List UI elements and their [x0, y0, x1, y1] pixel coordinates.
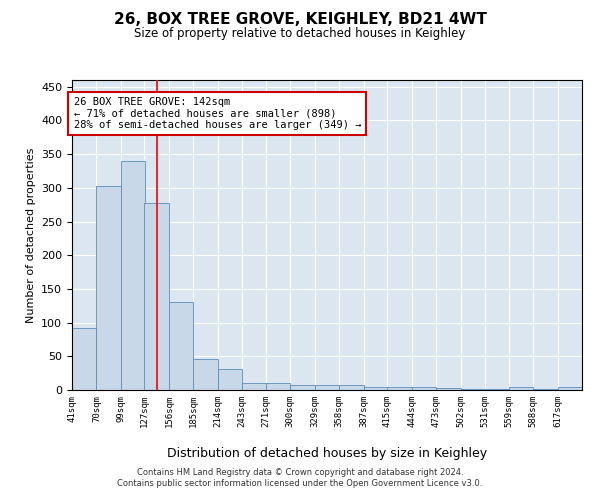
Bar: [364, 388, 388, 390]
Text: 26 BOX TREE GROVE: 142sqm
← 71% of detached houses are smaller (898)
28% of semi: 26 BOX TREE GROVE: 142sqm ← 71% of detac…: [74, 97, 361, 130]
Bar: [436, 388, 461, 390]
Bar: [218, 369, 242, 390]
Bar: [339, 384, 364, 390]
Bar: [315, 384, 339, 390]
Bar: [169, 302, 193, 390]
Y-axis label: Number of detached properties: Number of detached properties: [26, 148, 35, 322]
Bar: [97, 186, 121, 390]
Bar: [121, 161, 145, 390]
Bar: [412, 388, 436, 390]
Bar: [266, 384, 290, 390]
Bar: [145, 202, 169, 390]
Text: 26, BOX TREE GROVE, KEIGHLEY, BD21 4WT: 26, BOX TREE GROVE, KEIGHLEY, BD21 4WT: [113, 12, 487, 28]
Bar: [72, 328, 97, 390]
Bar: [509, 386, 533, 390]
Text: Size of property relative to detached houses in Keighley: Size of property relative to detached ho…: [134, 28, 466, 40]
Bar: [387, 388, 412, 390]
Text: Distribution of detached houses by size in Keighley: Distribution of detached houses by size …: [167, 448, 487, 460]
Bar: [290, 384, 315, 390]
Bar: [557, 388, 582, 390]
Bar: [193, 359, 218, 390]
Bar: [242, 382, 267, 390]
Text: Contains HM Land Registry data © Crown copyright and database right 2024.
Contai: Contains HM Land Registry data © Crown c…: [118, 468, 482, 487]
